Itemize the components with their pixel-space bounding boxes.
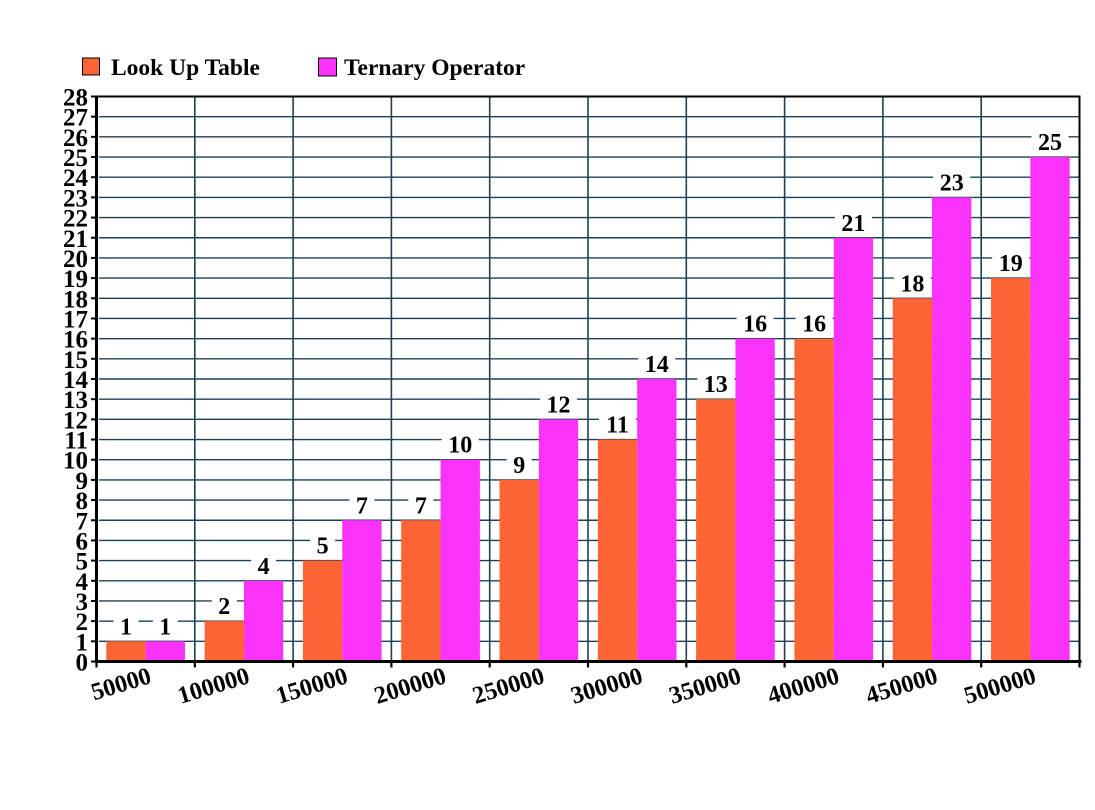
svg-text:2: 2 bbox=[76, 609, 89, 636]
svg-text:5: 5 bbox=[317, 534, 329, 560]
svg-text:10: 10 bbox=[448, 433, 472, 459]
svg-text:7: 7 bbox=[356, 493, 368, 519]
svg-text:2: 2 bbox=[218, 594, 230, 620]
svg-text:21: 21 bbox=[841, 211, 865, 237]
svg-text:18: 18 bbox=[900, 271, 924, 297]
svg-text:1: 1 bbox=[159, 614, 171, 640]
svg-text:4: 4 bbox=[76, 569, 89, 596]
svg-text:13: 13 bbox=[704, 372, 728, 398]
svg-text:19: 19 bbox=[999, 251, 1023, 277]
svg-text:14: 14 bbox=[63, 367, 89, 394]
svg-text:16: 16 bbox=[63, 327, 88, 354]
svg-text:19: 19 bbox=[63, 266, 88, 293]
svg-text:26: 26 bbox=[63, 125, 88, 152]
svg-text:27: 27 bbox=[63, 105, 88, 132]
svg-text:14: 14 bbox=[645, 352, 669, 378]
svg-text:13: 13 bbox=[63, 387, 88, 414]
svg-text:22: 22 bbox=[63, 206, 88, 233]
svg-text:12: 12 bbox=[63, 407, 88, 434]
svg-text:16: 16 bbox=[802, 312, 826, 338]
svg-text:16: 16 bbox=[743, 312, 767, 338]
svg-text:10: 10 bbox=[63, 448, 88, 475]
svg-text:0: 0 bbox=[76, 650, 89, 677]
svg-text:5: 5 bbox=[76, 549, 89, 576]
svg-text:Ternary Operator: Ternary Operator bbox=[344, 55, 525, 81]
svg-text:9: 9 bbox=[76, 468, 89, 495]
svg-text:11: 11 bbox=[64, 428, 88, 455]
svg-text:4: 4 bbox=[258, 554, 270, 580]
svg-text:25: 25 bbox=[1038, 130, 1062, 156]
svg-text:25: 25 bbox=[63, 145, 88, 172]
svg-text:11: 11 bbox=[606, 413, 629, 439]
svg-text:20: 20 bbox=[63, 246, 88, 273]
svg-text:7: 7 bbox=[415, 493, 427, 519]
svg-text:21: 21 bbox=[63, 226, 88, 253]
svg-text:8: 8 bbox=[76, 488, 89, 515]
svg-text:18: 18 bbox=[63, 286, 88, 313]
svg-text:Look Up Table: Look Up Table bbox=[111, 55, 260, 81]
svg-text:9: 9 bbox=[513, 453, 525, 479]
svg-text:6: 6 bbox=[76, 528, 89, 555]
svg-text:15: 15 bbox=[63, 347, 88, 374]
svg-text:3: 3 bbox=[76, 589, 89, 616]
svg-text:23: 23 bbox=[63, 185, 88, 212]
svg-text:17: 17 bbox=[63, 306, 88, 333]
svg-text:24: 24 bbox=[63, 165, 89, 192]
svg-text:23: 23 bbox=[940, 170, 964, 196]
svg-text:1: 1 bbox=[120, 614, 132, 640]
svg-text:12: 12 bbox=[547, 392, 571, 418]
svg-text:28: 28 bbox=[63, 85, 88, 112]
svg-text:7: 7 bbox=[76, 508, 89, 535]
svg-text:1: 1 bbox=[76, 629, 89, 656]
